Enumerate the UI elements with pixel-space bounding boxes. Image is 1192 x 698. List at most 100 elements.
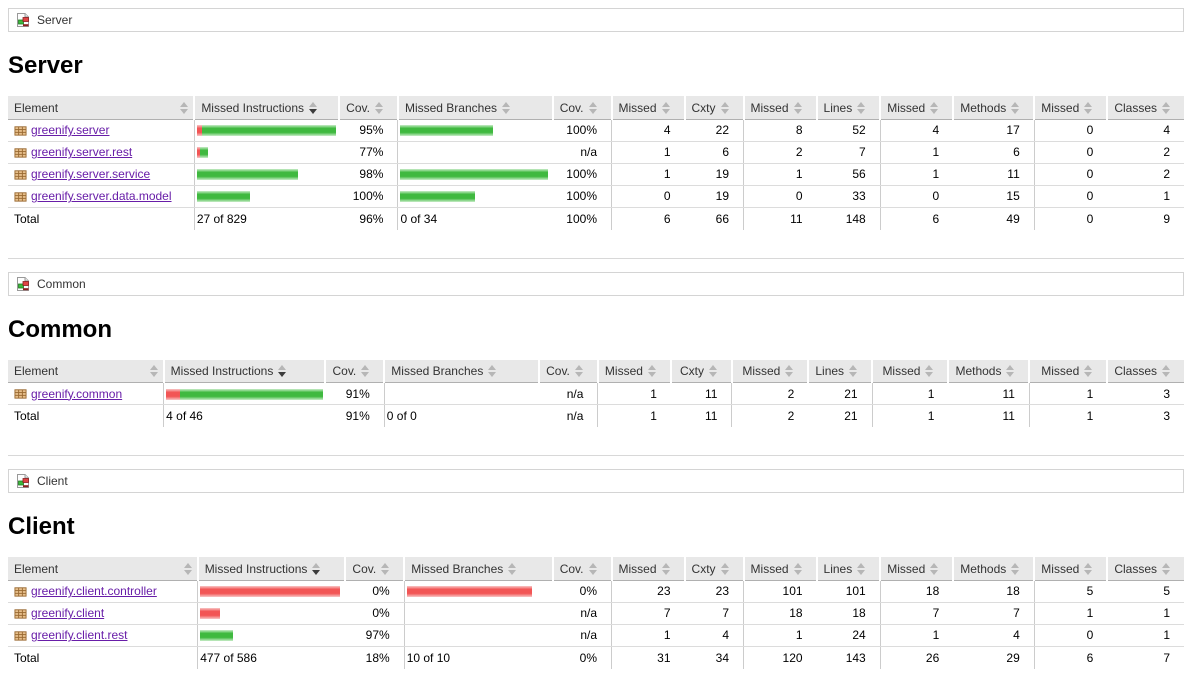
sort-arrows-icon [149,365,158,378]
missed-branches-bar-cell [397,185,553,208]
column-header-lines[interactable]: Lines [815,557,881,581]
table-row: greenify.server.rest 77% n/a 1 6 2 7 1 6 0 2 [8,141,1184,164]
sort-arrows-icon [849,365,858,378]
package-link[interactable]: greenify.server.rest [31,145,133,159]
counter-cell: 2 [1107,141,1184,164]
column-header-label: Missed [1041,100,1080,115]
column-header-cxty[interactable]: Cxty [669,359,732,383]
column-header-label: Element [14,364,59,379]
package-link[interactable]: greenify.server.service [31,167,151,181]
branch-coverage-cell: n/a [552,602,612,625]
package-link[interactable]: greenify.client.rest [31,628,128,642]
column-header-missed[interactable]: Missed [879,557,954,581]
column-header-label: Cxty [691,100,716,115]
sort-arrows-icon [1011,562,1020,575]
column-header-cov-[interactable]: Cov. [538,359,598,383]
sort-up-icon [588,101,597,107]
column-header-missed[interactable]: Missed [596,359,671,383]
column-header-missed[interactable]: Missed [1028,359,1108,383]
counter-cell: 11 [670,382,732,405]
column-header-content: Methods [955,364,1023,378]
column-header-missed-branches[interactable]: Missed Branches [383,359,540,383]
sort-down-icon [661,108,670,114]
package-link[interactable]: greenify.server [31,123,110,137]
counter-cell: 4 [879,119,954,142]
column-header-methods[interactable]: Methods [952,557,1035,581]
column-header-cov-[interactable]: Cov. [324,359,385,383]
sort-down-icon [720,108,729,114]
sort-arrows-icon [588,101,597,114]
sort-up-icon [857,562,866,568]
column-header-methods[interactable]: Methods [947,359,1030,383]
column-header-content: Classes [1114,101,1179,115]
header-row: Element Missed Instructions Cov. Missed Bra… [8,557,1184,581]
column-header-missed[interactable]: Missed [879,96,954,120]
counter-cell: 1 [879,624,954,647]
column-header-label: Missed Branches [391,364,484,379]
sort-arrows-icon [1084,562,1093,575]
counter-cell: 1 [743,163,817,186]
column-header-element[interactable]: Element [8,96,195,120]
column-header-cxty[interactable]: Cxty [683,96,744,120]
column-header-classes[interactable]: Classes [1106,359,1184,383]
missed-instructions-bar-cell [197,602,346,625]
coverage-table-common: Element Missed Instructions Cov. Missed Bra… [8,359,1184,427]
package-link[interactable]: greenify.client.controller [31,584,157,598]
sort-down-icon [857,108,866,114]
package-link[interactable]: greenify.server.data.model [31,189,172,203]
branch-coverage-cell: n/a [539,382,598,405]
column-header-missed[interactable]: Missed [742,96,817,120]
column-header-missed[interactable]: Missed [1033,96,1108,120]
sort-arrows-icon [793,101,802,114]
column-header-missed-branches[interactable]: Missed Branches [396,96,553,120]
missed-instructions-bar-cell [163,382,326,405]
column-header-missed-instructions[interactable]: Missed Instructions [196,557,346,581]
column-header-missed[interactable]: Missed [610,557,685,581]
column-header-classes[interactable]: Classes [1106,96,1184,120]
covered-bar [200,630,234,642]
column-header-classes[interactable]: Classes [1106,557,1184,581]
column-header-cov-[interactable]: Cov. [344,557,405,581]
sort-arrows-icon [180,101,189,114]
sort-down-icon [183,569,192,575]
sort-down-icon [1162,372,1170,378]
column-header-missed[interactable]: Missed [610,96,685,120]
column-header-cxty[interactable]: Cxty [683,557,744,581]
column-header-missed[interactable]: Missed [730,359,809,383]
column-header-missed-instructions[interactable]: Missed Instructions [162,359,326,383]
column-header-lines[interactable]: Lines [815,96,881,120]
column-header-label: Missed [1041,364,1080,379]
coverage-table-client: Element Missed Instructions Cov. Missed Bra… [8,557,1184,669]
sort-up-icon [488,365,497,371]
coverage-report: Server Server Element Missed Instructions Co… [8,8,1184,669]
sort-arrows-icon [661,101,670,114]
column-header-content: Classes [1114,364,1179,378]
counter-cell: 24 [816,624,881,647]
column-header-missed[interactable]: Missed [742,557,817,581]
sort-arrows-icon [793,562,802,575]
package-icon [14,585,27,598]
column-header-lines[interactable]: Lines [807,359,873,383]
column-header-label: Cxty [679,364,704,379]
sort-down-icon [793,108,802,114]
counter-cell: 1 [610,163,685,186]
column-header-missed[interactable]: Missed [1033,557,1108,581]
column-header-missed-instructions[interactable]: Missed Instructions [193,96,340,120]
missed-bar [196,125,202,137]
column-header-cov-[interactable]: Cov. [338,96,398,120]
column-header-cov-[interactable]: Cov. [551,557,612,581]
section-divider [8,455,1184,456]
total-counter-cell: 143 [845,650,866,665]
package-link[interactable]: greenify.common [31,386,123,401]
column-header-missed-branches[interactable]: Missed Branches [403,557,553,581]
column-header-methods[interactable]: Methods [952,96,1035,120]
package-link[interactable]: greenify.client [31,606,105,620]
column-header-missed[interactable]: Missed [871,359,949,383]
column-header-content: Cxty [678,364,726,378]
total-counter-cell: 2 [731,404,809,427]
column-header-element[interactable]: Element [8,359,164,383]
column-header-element[interactable]: Element [8,557,198,581]
column-header-cov-[interactable]: Cov. [551,96,612,120]
column-header-label: Missed [618,561,657,576]
column-header-label: Cov. [546,364,570,379]
